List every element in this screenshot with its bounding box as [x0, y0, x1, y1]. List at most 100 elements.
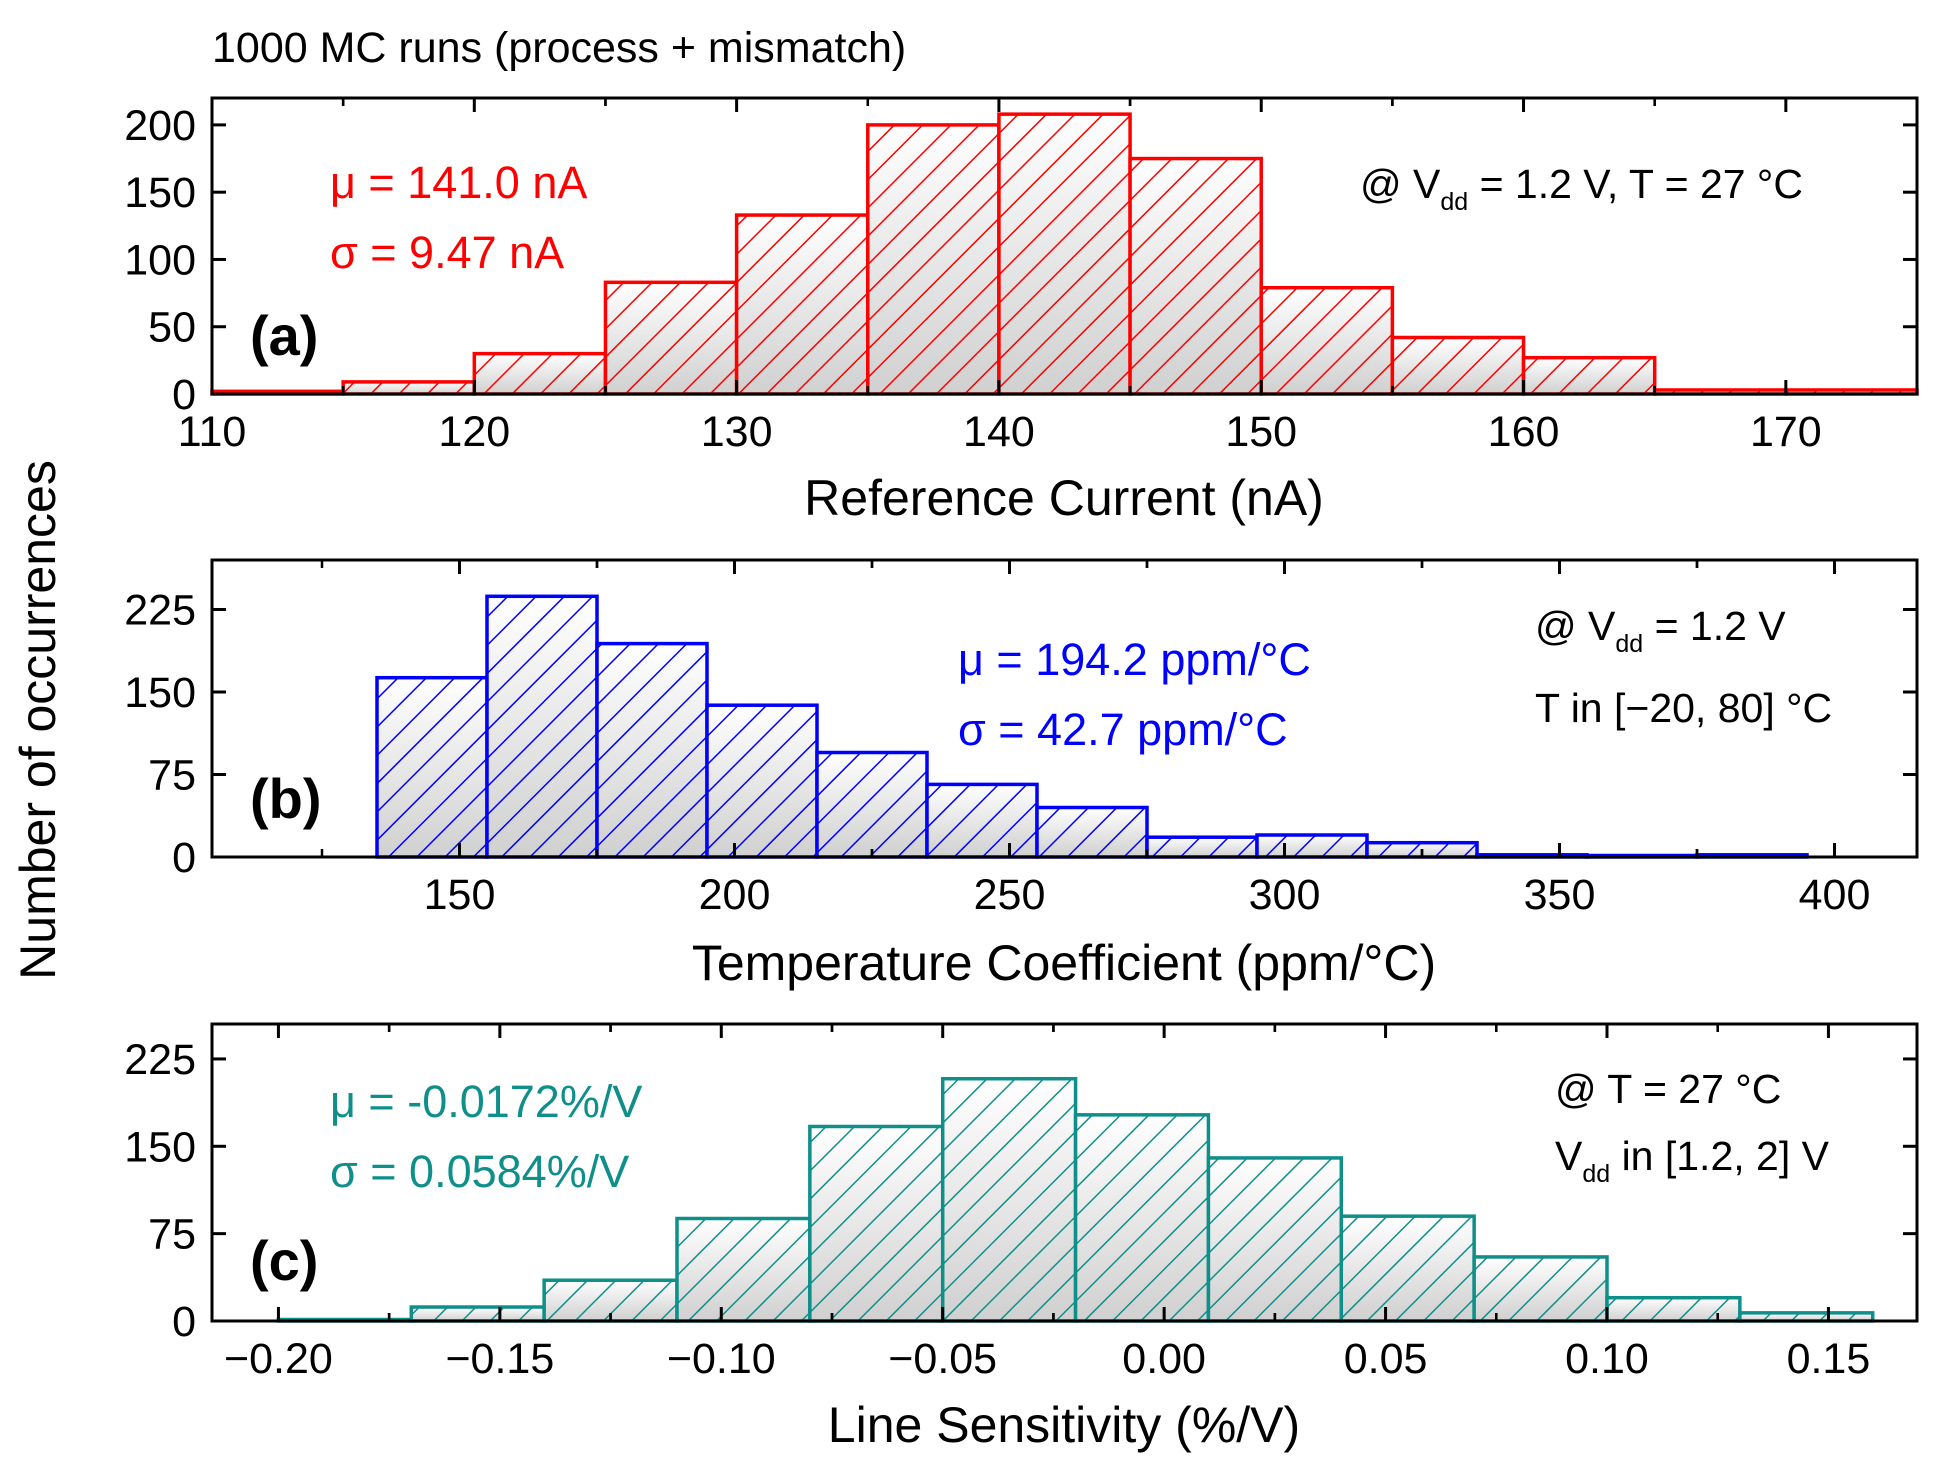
panel-a-bar	[472, 351, 608, 396]
panel-a-cond-sub: dd	[1440, 188, 1468, 216]
panel-c-bar	[1339, 1214, 1476, 1323]
panel-c-conditions-line1: @ T = 27 °C	[1555, 1066, 1781, 1112]
panel-a-label: (a)	[250, 304, 318, 367]
bar-outline	[808, 1124, 945, 1323]
panel-a-bar	[341, 380, 477, 396]
y-tick-label: 0	[172, 1298, 196, 1346]
panel-c-x-axis-label: Line Sensitivity (%/V)	[828, 1397, 1300, 1453]
panel-a-bar	[734, 213, 870, 396]
panel-b-bar	[815, 750, 929, 859]
x-tick-label: 0.15	[1787, 1335, 1871, 1383]
panel-c-bar	[1206, 1156, 1344, 1323]
panel-b-bar	[1035, 805, 1149, 859]
y-tick-label: 50	[148, 304, 196, 352]
y-tick-label: 200	[124, 102, 196, 150]
x-tick-label: −0.20	[224, 1335, 333, 1383]
bar-outline	[1206, 1156, 1344, 1323]
panel-a-bar	[997, 112, 1132, 396]
panel-c: −0.20 −0.15 −0.10 −0.05 0.00 0.05 0.10 0.15 0 75 1…	[124, 1022, 1919, 1453]
panel-b-cond-pre: @ V	[1535, 603, 1616, 649]
panel-c-bar	[808, 1124, 945, 1323]
panel-b-bar	[485, 594, 599, 859]
panel-a-x-axis-label: Reference Current (nA)	[804, 470, 1324, 526]
bar-outline	[675, 1216, 812, 1323]
bar-outline	[603, 280, 739, 396]
y-tick-label: 0	[172, 371, 196, 419]
bar-outline	[341, 380, 477, 396]
bar-outline	[1128, 156, 1263, 396]
panel-b-cond-sub: dd	[1615, 630, 1643, 658]
panel-a-frame	[210, 96, 1919, 396]
panel-b-ticks: 150 200 250 300 350 400 0 75 150 225	[124, 560, 1917, 919]
x-tick-label: −0.10	[667, 1335, 776, 1383]
panel-b-frame	[210, 558, 1919, 859]
panel-c-bar	[1073, 1113, 1211, 1323]
panel-a-conditions: @ Vdd = 1.2 V, T = 27 °C	[1360, 161, 1803, 216]
x-tick-label: 200	[699, 871, 771, 919]
panel-c-bar	[675, 1216, 812, 1323]
y-tick-label: 150	[124, 669, 196, 717]
bar-outline	[1145, 835, 1259, 859]
x-tick-label: 300	[1249, 871, 1321, 919]
y-tick-label: 75	[148, 752, 196, 800]
panel-a-bar	[1521, 355, 1657, 396]
x-tick-label: 150	[424, 871, 496, 919]
x-tick-label: 170	[1750, 408, 1822, 456]
panel-c-label: (c)	[250, 1229, 318, 1292]
bar-outline	[1035, 805, 1149, 859]
panel-a-bars	[210, 112, 1919, 396]
bar-outline	[375, 675, 489, 859]
x-tick-label: 140	[963, 408, 1035, 456]
panel-b-bar	[1255, 833, 1369, 859]
bar-outline	[866, 123, 1001, 396]
panel-b-x-axis-label: Temperature Coefficient (ppm/°C)	[692, 935, 1436, 991]
x-tick-label: 150	[1225, 408, 1297, 456]
y-tick-label: 225	[124, 1036, 196, 1084]
panel-b-conditions-line2: T in [−20, 80] °C	[1535, 685, 1832, 731]
panel-a-mean: μ = 141.0 nA	[330, 157, 587, 208]
figure-y-axis-label: Number of occurrences	[10, 460, 66, 980]
bar-outline	[925, 782, 1039, 859]
panel-a-cond-pre: @ V	[1360, 161, 1441, 207]
panel-b-bar	[925, 782, 1039, 859]
bar-outline	[1259, 285, 1395, 396]
x-tick-label: 130	[701, 408, 773, 456]
panel-c-frame	[210, 1022, 1919, 1323]
bar-outline	[815, 750, 929, 859]
bar-outline	[1390, 335, 1526, 396]
panel-b-bars	[375, 594, 1809, 859]
panel-c-ticks: −0.20 −0.15 −0.10 −0.05 0.00 0.05 0.10 0.15 0 75 1…	[124, 1024, 1917, 1383]
bar-outline	[705, 703, 819, 859]
panel-a-sigma: σ = 9.47 nA	[330, 227, 564, 278]
panel-c-sigma: σ = 0.0584%/V	[330, 1146, 629, 1197]
x-tick-label: 250	[974, 871, 1046, 919]
y-tick-label: 0	[172, 834, 196, 882]
y-tick-label: 150	[124, 1123, 196, 1171]
x-tick-label: 0.05	[1344, 1335, 1428, 1383]
panel-c-bar	[940, 1076, 1078, 1323]
y-tick-label: 225	[124, 587, 196, 635]
bar-outline	[940, 1076, 1078, 1323]
panel-c-mean: μ = -0.0172%/V	[330, 1076, 642, 1127]
bar-outline	[1521, 355, 1657, 396]
y-tick-label: 100	[124, 236, 196, 284]
panel-b-cond-post: = 1.2 V	[1643, 603, 1786, 649]
panel-b-mean: μ = 194.2 ppm/°C	[958, 634, 1311, 685]
panel-a-bar	[603, 280, 739, 396]
panel-b-sigma: σ = 42.7 ppm/°C	[958, 704, 1288, 755]
panel-b-conditions-line1: @ Vdd = 1.2 V	[1535, 603, 1786, 658]
bar-outline	[1605, 1295, 1742, 1323]
panel-a: 110 120 130 140 150 160 170 0 50 100 150 200 (a) μ …	[124, 96, 1919, 526]
panel-c-bar	[1605, 1295, 1742, 1323]
bar-outline	[409, 1305, 546, 1323]
panel-c-conditions-line2: Vdd in [1.2, 2] V	[1555, 1133, 1830, 1188]
bar-outline	[1073, 1113, 1211, 1323]
x-tick-label: −0.15	[445, 1335, 554, 1383]
bar-outline	[1255, 833, 1369, 859]
panel-a-bar	[1128, 156, 1263, 396]
panel-c-cond-sub: dd	[1582, 1160, 1610, 1188]
x-tick-label: 160	[1488, 408, 1560, 456]
x-tick-label: 120	[438, 408, 510, 456]
bar-outline	[1472, 1255, 1609, 1323]
